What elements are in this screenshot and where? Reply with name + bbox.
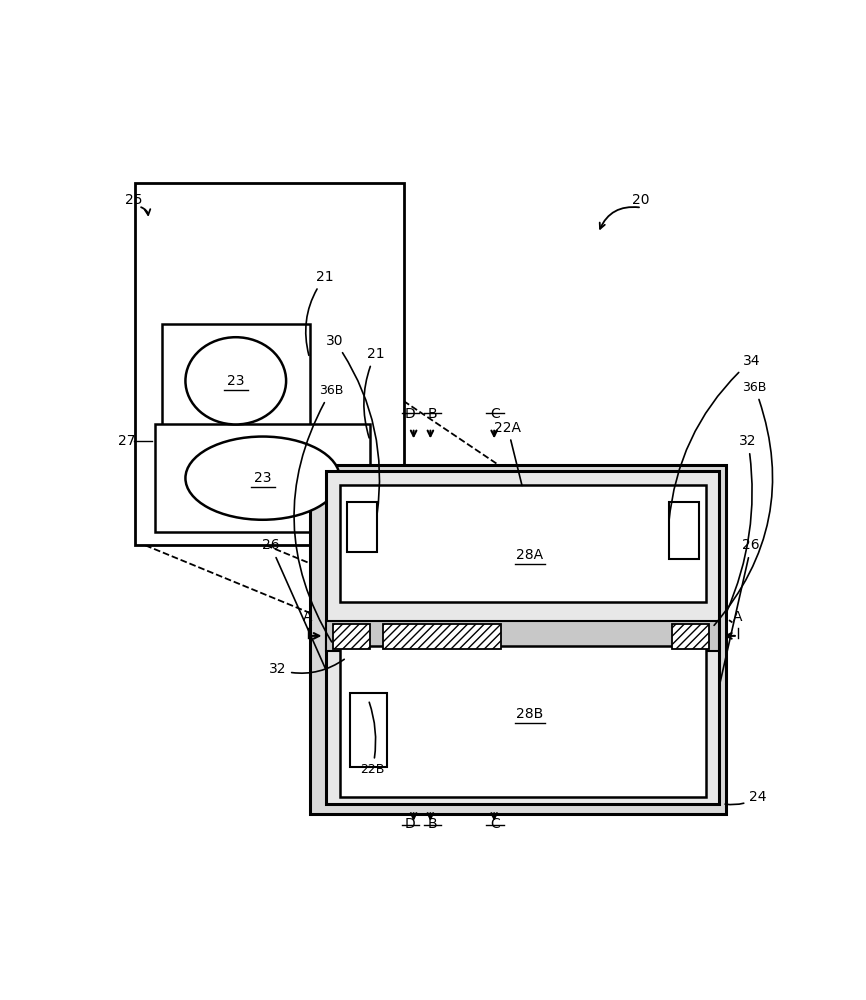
Text: C: C [491, 407, 501, 421]
Text: 34: 34 [669, 354, 760, 522]
Text: A: A [733, 610, 742, 624]
Text: 21: 21 [306, 270, 334, 355]
Text: 20: 20 [631, 193, 650, 207]
Bar [310, 465, 726, 814]
Bar [135, 183, 404, 545]
Bar [155, 424, 370, 532]
Text: D: D [405, 817, 416, 831]
Text: 30: 30 [326, 334, 379, 514]
Text: 22A: 22A [494, 421, 522, 486]
Bar [384, 624, 501, 649]
Text: 23: 23 [254, 471, 271, 485]
Text: B: B [428, 817, 437, 831]
Bar [333, 624, 370, 649]
Text: 22B: 22B [360, 702, 385, 776]
Text: 21: 21 [364, 347, 385, 438]
Text: 36B: 36B [714, 381, 772, 625]
Bar [672, 624, 709, 649]
Text: D: D [405, 407, 416, 421]
Text: 24: 24 [725, 790, 766, 805]
Bar [326, 471, 719, 804]
Text: 23: 23 [227, 374, 244, 388]
Ellipse shape [185, 437, 339, 520]
Text: 25: 25 [125, 193, 143, 207]
Text: C: C [491, 817, 501, 831]
Bar [669, 502, 699, 559]
Text: B: B [428, 407, 437, 421]
Text: 26: 26 [720, 538, 760, 685]
Bar [339, 485, 706, 602]
Text: 36B: 36B [294, 384, 343, 642]
Bar [162, 324, 310, 438]
Text: 26: 26 [262, 538, 326, 668]
Bar [350, 693, 387, 767]
Bar [346, 502, 377, 552]
Ellipse shape [185, 337, 286, 424]
Text: 28A: 28A [516, 548, 544, 562]
Text: 32: 32 [727, 434, 757, 612]
Bar [326, 621, 719, 651]
Text: 32: 32 [268, 659, 345, 676]
Text: 28B: 28B [516, 707, 544, 721]
Bar [339, 646, 706, 797]
Text: 27: 27 [119, 434, 136, 448]
Text: A: A [303, 610, 313, 624]
